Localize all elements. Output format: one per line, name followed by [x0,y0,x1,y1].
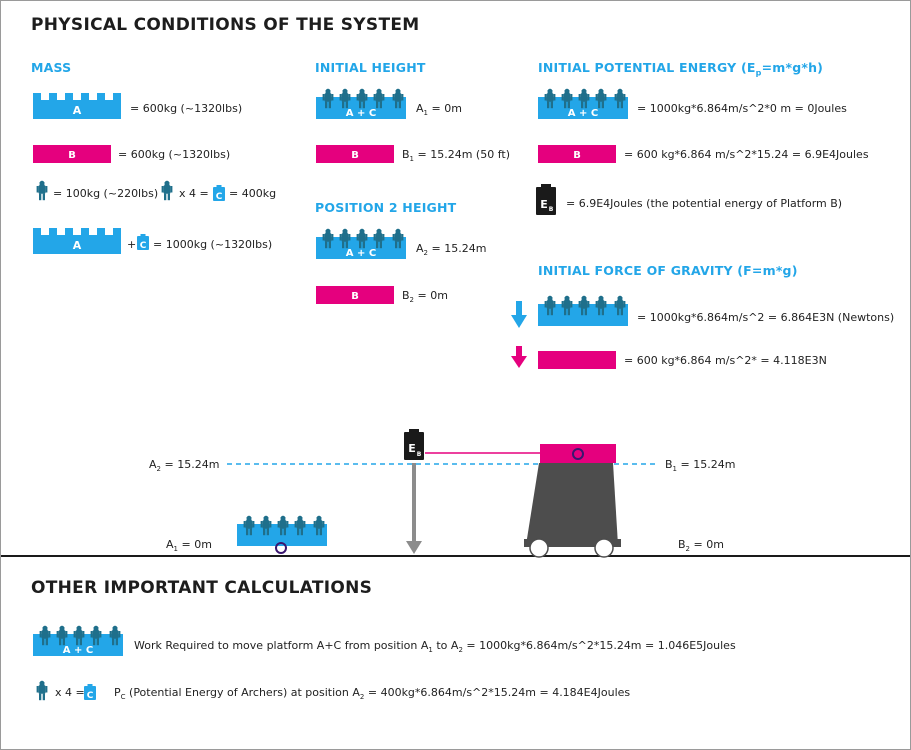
scene-platform-ac [237,516,327,554]
battery-icon: E B [536,184,556,215]
platform-a-mass: = 600kg (~1320lbs) [130,102,243,115]
battery-sub: B [549,206,554,213]
platform-b-icon: B [33,145,111,163]
battery-energy: = 6.9E4Joules (the potential energy of P… [566,197,843,210]
platform-b-icon-2: B [316,145,394,163]
ac-gravity-force: = 1000kg*6.864m/s^2 = 6.864E3N (Newtons) [637,311,895,324]
ac-potential-energy: = 1000kg*6.864m/s^2*0 m = 0Joules [637,102,847,115]
scene-battery-label: E [408,442,416,455]
platform-ac-label-2: A + C [346,248,376,259]
cart-icon [524,463,621,558]
energy-arrow-head [406,541,422,554]
platform-b-label-3: B [351,291,359,302]
platform-b-icon-4: B [538,145,616,163]
platform-ac-icon-4 [538,288,630,328]
c-box-label-2: C [140,241,147,251]
a1-initial-height: A1 = 0m [416,102,462,118]
platform-ac-label-5: A + C [63,645,93,656]
platform-b-icon-3: B [316,286,394,304]
platform-b-icon-5 [538,351,616,369]
platform-ac-icon-2: A + C [316,221,408,259]
page-title: PHYSICAL CONDITIONS OF THE SYSTEM [31,15,420,35]
platform-a-icon-2: A [33,228,121,254]
archer-icon-2 [161,180,173,201]
b-potential-energy: = 600 kg*6.864 m/s^2*15.24 = 6.9E4Joules [624,148,869,161]
initial-height-heading: INITIAL HEIGHT [315,60,426,75]
down-arrow-blue-icon [511,301,527,328]
b2-position-height: B2 = 0m [402,289,448,305]
scene-battery-icon: E B [404,429,424,460]
work-required: Work Required to move platform A+C from … [134,639,736,655]
platform-b-label: B [68,150,76,161]
scene-a2-label: A2 = 15.24m [149,458,220,474]
battery-label: E [540,198,548,211]
scene-a1-label: A1 = 0m [166,538,212,554]
potential-energy-heading: INITIAL POTENTIAL ENERGY (Ep=m*g*h) [538,60,824,78]
plus-sign: + [127,238,137,251]
archer-mass: = 100kg (~220lbs) [53,187,159,200]
energy-arrow-shaft [412,463,416,543]
platform-ac-icon-3: A + C [538,81,630,119]
platform-a-label-2: A [73,239,82,252]
b1-initial-height: B1 = 15.24m (50 ft) [402,148,510,164]
scene-platform-b-knob [572,448,584,460]
archer-icon-3 [36,680,48,701]
c-box-label-3: C [87,691,94,701]
archer-times-four: x 4 = [179,187,209,200]
c-box-label: C [216,192,223,202]
scene-b2-label: B2 = 0m [678,538,724,554]
other-heading: OTHER IMPORTANT CALCULATIONS [31,578,373,598]
system-scene: E B [1,429,910,558]
platform-ac-label-3: A + C [568,108,598,119]
platform-b-mass: = 600kg (~1320lbs) [118,148,231,161]
c-mass: = 400kg [229,187,277,200]
c-box-icon: C [213,185,225,202]
platform-ac-icon-5: A + C [33,618,125,656]
c-box-icon-3: C [84,684,96,701]
a2-position-height: A2 = 15.24m [416,242,487,258]
platform-b-label-4: B [573,150,581,161]
c-box-icon-2: C [137,234,149,251]
archers-times-four: x 4 = [55,686,85,699]
scene-battery-sub: B [417,451,422,458]
scene-platform-b [540,444,616,463]
position2-heading: POSITION 2 HEIGHT [315,200,457,215]
platform-ac-label: A + C [346,108,376,119]
a-plus-c-mass: = 1000kg (~1320lbs) [153,238,273,251]
platform-a-icon: A [33,93,121,119]
archer-icon [36,180,48,201]
platform-ac-icon: A + C [316,81,408,119]
mass-heading: MASS [31,60,72,75]
platform-b-label-2: B [351,150,359,161]
b-gravity-force: = 600 kg*6.864 m/s^2* = 4.118E3N [624,354,827,367]
platform-a-label: A [73,104,82,117]
down-arrow-pink-icon [511,346,527,368]
gravity-heading: INITIAL FORCE OF GRAVITY (F=m*g) [538,263,798,278]
scene-b1-label: B1 = 15.24m [665,458,736,474]
archers-potential-energy: PC (Potential Energy of Archers) at posi… [114,686,631,702]
